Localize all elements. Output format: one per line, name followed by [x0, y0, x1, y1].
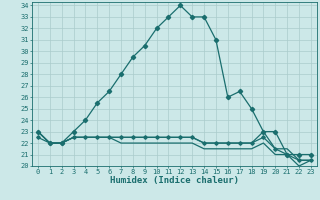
X-axis label: Humidex (Indice chaleur): Humidex (Indice chaleur)	[110, 176, 239, 185]
